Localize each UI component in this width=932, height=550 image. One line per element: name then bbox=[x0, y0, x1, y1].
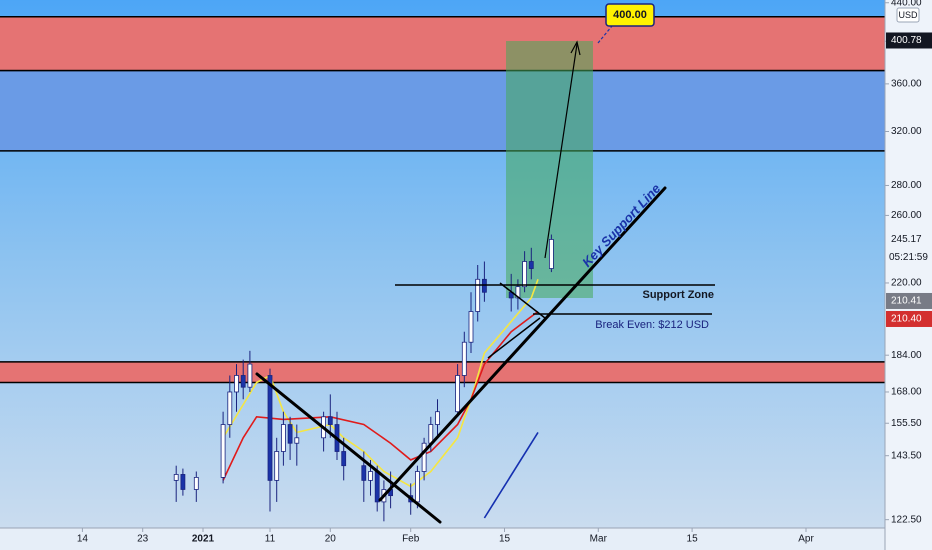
candle-body bbox=[374, 471, 380, 503]
axes: 440.00 400.00 360.00 320.00 280.00 260.00 220.… bbox=[77, 0, 932, 545]
key-support-line bbox=[378, 186, 667, 502]
candle-body bbox=[173, 474, 179, 481]
candles bbox=[173, 234, 554, 522]
countdown: 05:21:59 bbox=[889, 252, 928, 263]
price-tag bbox=[886, 32, 932, 49]
price-tag bbox=[886, 310, 932, 327]
down-trendline bbox=[255, 372, 442, 524]
candle-body bbox=[227, 391, 233, 425]
break-even-label: Break Even: $212 USD bbox=[595, 319, 709, 331]
candle-body bbox=[294, 437, 300, 444]
target-label: 400.00 bbox=[613, 9, 647, 21]
price-axis bbox=[885, 0, 932, 550]
moving-average bbox=[483, 431, 539, 519]
x-tick-label: 14 bbox=[77, 534, 89, 545]
last-price: 245.17 bbox=[891, 234, 922, 245]
candle-body bbox=[267, 375, 273, 481]
x-tick-label: 23 bbox=[137, 534, 149, 545]
support-label: Support Zone bbox=[643, 289, 715, 301]
candle-body bbox=[274, 451, 280, 481]
candle-body bbox=[461, 341, 467, 376]
zones bbox=[0, 16, 885, 384]
wedge-line bbox=[487, 317, 541, 359]
moving-average bbox=[222, 279, 539, 488]
x-tick-label: 15 bbox=[499, 534, 511, 545]
price-tag-label: 400.78 bbox=[891, 35, 922, 46]
candle-body bbox=[341, 451, 347, 467]
y-tick-label: 260.00 bbox=[891, 210, 922, 221]
candle-body bbox=[280, 424, 286, 452]
y-tick-label: 320.00 bbox=[891, 126, 922, 137]
candle-body bbox=[481, 278, 487, 293]
x-tick-label: Feb bbox=[402, 534, 420, 545]
candle-body bbox=[515, 286, 521, 299]
candle-body bbox=[528, 261, 534, 269]
candle-body bbox=[475, 278, 481, 312]
x-tick-label: 2021 bbox=[192, 534, 215, 545]
moving-averages bbox=[222, 279, 539, 519]
time-axis bbox=[0, 528, 885, 550]
drawings bbox=[255, 25, 715, 524]
callout-connector bbox=[597, 25, 613, 44]
currency-label: USD bbox=[898, 10, 918, 20]
x-tick-label: 15 bbox=[687, 534, 699, 545]
candle-body bbox=[193, 477, 199, 490]
candle-body bbox=[247, 363, 253, 388]
y-tick-label: 280.00 bbox=[891, 180, 922, 191]
moving-average bbox=[222, 310, 539, 481]
last-price-box bbox=[886, 231, 932, 248]
y-tick-label: 184.00 bbox=[891, 350, 922, 361]
candle-body bbox=[435, 411, 440, 425]
target-arrow bbox=[544, 43, 578, 259]
y-tick-label: 440.00 bbox=[891, 0, 922, 8]
x-tick-label: 11 bbox=[265, 534, 276, 545]
candle-body bbox=[468, 311, 474, 343]
wedge-line bbox=[499, 282, 546, 319]
price-tag-label: 210.40 bbox=[891, 314, 922, 325]
candle-body bbox=[455, 375, 461, 413]
candle-body bbox=[327, 416, 333, 425]
price-tag-label: 210.41 bbox=[891, 296, 922, 307]
candle-body bbox=[180, 474, 186, 490]
candle-body bbox=[421, 442, 427, 472]
target-callout bbox=[605, 3, 655, 27]
currency-box bbox=[896, 7, 920, 23]
y-tick-label: 122.50 bbox=[891, 514, 922, 525]
countdown-box bbox=[886, 249, 932, 266]
zone bbox=[0, 16, 885, 71]
price-tag bbox=[886, 292, 932, 309]
candle-body bbox=[428, 424, 434, 444]
candle-body bbox=[368, 471, 373, 481]
x-tick-label: 20 bbox=[325, 534, 337, 545]
candle-body bbox=[361, 465, 367, 481]
y-tick-label: 220.00 bbox=[891, 278, 922, 289]
candle-body bbox=[287, 424, 293, 444]
candle-body bbox=[220, 424, 226, 478]
x-tick-label: Mar bbox=[590, 534, 608, 545]
y-tick-label: 143.50 bbox=[891, 450, 922, 461]
y-tick-label: 168.00 bbox=[891, 387, 922, 398]
candle-body bbox=[240, 375, 246, 388]
y-tick-label: 155.50 bbox=[891, 418, 922, 429]
candle-body bbox=[234, 375, 239, 393]
zone bbox=[0, 361, 885, 383]
candle-body bbox=[522, 261, 527, 288]
arrow-head bbox=[570, 40, 581, 56]
y-tick-label: 360.00 bbox=[891, 79, 922, 90]
zone bbox=[0, 70, 885, 151]
candle-body bbox=[414, 471, 420, 503]
candle-body bbox=[549, 239, 554, 269]
x-tick-label: Apr bbox=[798, 534, 814, 545]
